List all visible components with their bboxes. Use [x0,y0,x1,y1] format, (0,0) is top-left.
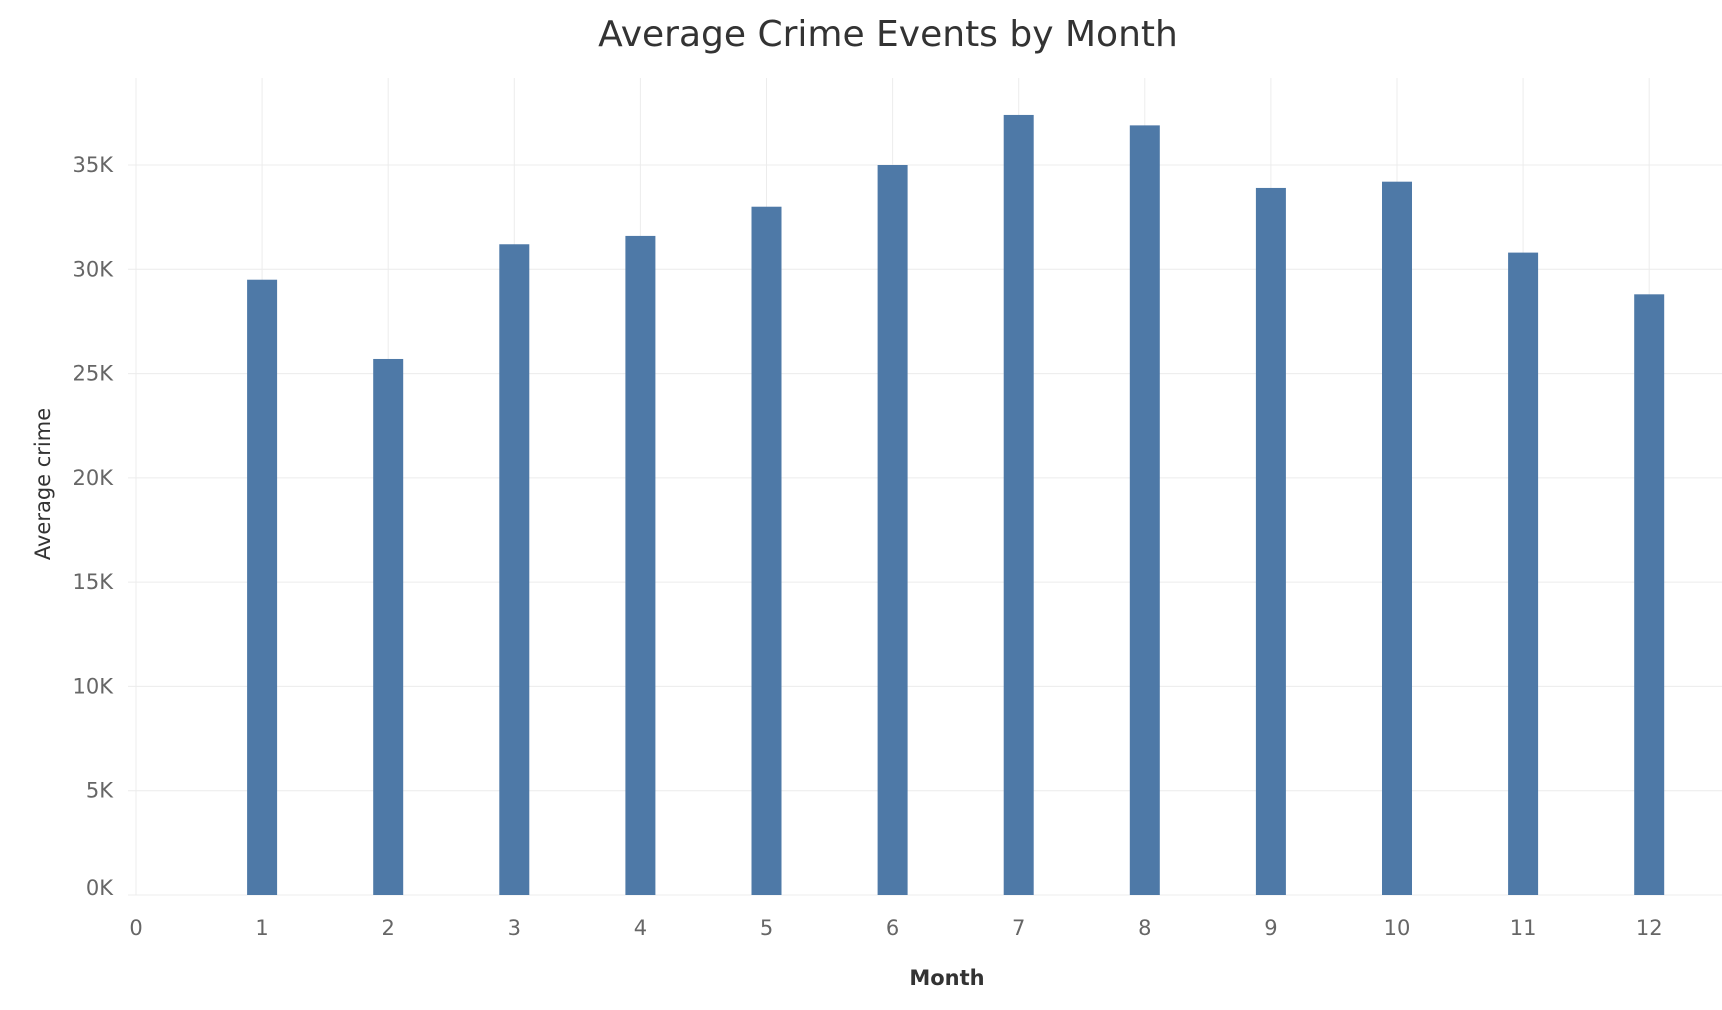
bar-month-6[interactable] [877,165,908,895]
x-tick-label: 6 [886,916,899,940]
y-tick-label: 0K [86,876,114,900]
x-tick-label: 9 [1264,916,1277,940]
bar-month-1[interactable] [247,279,278,895]
x-tick-label: 3 [508,916,521,940]
bar-month-12[interactable] [1634,294,1665,895]
x-tick-label: 10 [1384,916,1411,940]
bar-month-3[interactable] [499,244,530,895]
x-tick-label: 0 [129,916,142,940]
y-tick-label: 25K [73,362,115,386]
y-tick-label: 15K [73,570,115,594]
y-tick-label: 20K [73,466,115,490]
x-tick-label: 11 [1510,916,1537,940]
bar-month-4[interactable] [625,235,656,895]
bar-month-8[interactable] [1129,125,1160,895]
x-tick-label: 2 [382,916,395,940]
bar-month-9[interactable] [1255,187,1286,895]
x-tick-label: 1 [255,916,268,940]
bar-month-11[interactable] [1508,252,1539,896]
chart-title: Average Crime Events by Month [598,14,1178,55]
x-tick-label: 8 [1138,916,1151,940]
bar-month-10[interactable] [1382,181,1412,895]
x-axis-label: Month [909,966,984,990]
bar-month-2[interactable] [373,358,404,895]
x-tick-label: 4 [634,916,647,940]
y-tick-label: 30K [73,257,115,281]
bar-month-7[interactable] [1003,114,1034,895]
y-axis-label: Average crime [31,408,55,560]
y-axis-ticks: 0K 5K 10K 15K 20K 25K 30K 35K [73,153,115,900]
y-tick-label: 5K [86,779,114,803]
gridlines [128,78,1722,896]
x-tick-label: 12 [1636,916,1663,940]
y-tick-label: 10K [73,674,115,698]
bar-month-5[interactable] [751,206,782,895]
x-tick-label: 7 [1012,916,1025,940]
bars [247,114,1665,896]
y-tick-label: 35K [73,153,115,177]
x-axis-ticks: 0 1 2 3 4 5 6 7 8 9 10 11 12 [129,916,1662,940]
x-tick-label: 5 [760,916,773,940]
